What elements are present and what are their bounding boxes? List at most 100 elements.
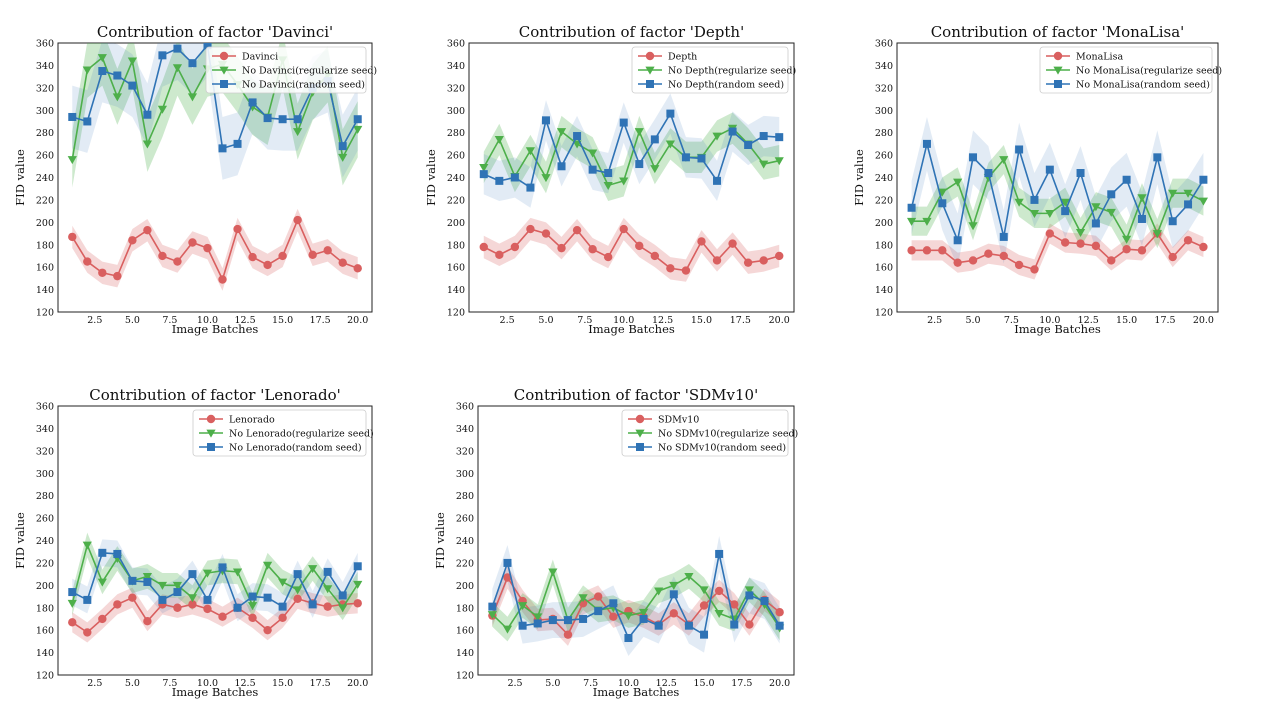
data-point-random	[775, 133, 784, 142]
data-point-random	[730, 620, 739, 629]
data-point-regularize	[744, 586, 754, 595]
legend-entry: No MonaLisa(regularize seed)	[1076, 66, 1222, 77]
data-point-random	[173, 44, 182, 53]
data-point-random	[681, 153, 690, 162]
y-tick-label: 180	[36, 240, 54, 251]
legend-entry: Depth	[668, 52, 697, 63]
data-point-base	[503, 573, 512, 582]
data-point-base	[1014, 260, 1024, 270]
x-tick-label: 20.0	[1193, 315, 1214, 326]
data-point-regularize	[142, 140, 152, 149]
confidence-band-random	[492, 536, 780, 656]
plot-frame	[477, 405, 795, 676]
y-tick-label: 320	[36, 446, 54, 457]
data-point-random	[619, 118, 628, 127]
data-point-base	[353, 599, 362, 608]
plot-frame	[468, 42, 795, 313]
x-tick-label: 10.0	[613, 315, 634, 326]
data-point-base	[353, 264, 362, 273]
y-tick-label: 340	[36, 424, 54, 435]
x-axis-label: Image Batches	[172, 685, 259, 699]
chart-title: Contribution of factor 'MonaLisa'	[931, 23, 1185, 41]
data-point-base	[278, 613, 287, 623]
data-point-random	[1137, 214, 1146, 223]
data-point-base	[323, 246, 332, 255]
data-point-base	[563, 630, 573, 639]
x-tick-label: 2.5	[507, 678, 522, 689]
data-point-random	[573, 132, 582, 141]
x-tick-label: 2.5	[87, 315, 102, 326]
y-tick-label: 280	[447, 128, 465, 139]
data-point-random	[650, 135, 659, 144]
data-point-random	[353, 562, 362, 571]
x-tick-label: 15.0	[1116, 315, 1137, 326]
data-point-base	[968, 256, 978, 265]
legend-swatch-marker	[1054, 80, 1062, 88]
y-tick-label: 160	[36, 263, 54, 274]
data-point-regularize	[953, 178, 963, 187]
data-point-random	[1107, 190, 1116, 199]
data-point-base	[619, 224, 628, 234]
data-point-regularize	[968, 222, 978, 231]
x-tick-label: 17.5	[310, 678, 331, 689]
data-point-random	[697, 154, 706, 163]
y-tick-label: 340	[447, 61, 465, 72]
data-point-base	[173, 603, 182, 612]
data-point-random	[518, 621, 527, 630]
data-point-random	[98, 67, 107, 76]
x-tick-label: 17.5	[310, 315, 331, 326]
legend-swatch-marker	[646, 80, 654, 88]
data-point-random	[503, 558, 512, 567]
data-point-base	[603, 252, 613, 262]
y-tick-label: 300	[875, 106, 893, 117]
data-point-regularize	[487, 611, 497, 620]
data-point-regularize	[714, 609, 724, 618]
data-point-base	[541, 229, 551, 238]
y-tick-label: 140	[456, 648, 474, 659]
legend-swatch-marker	[206, 414, 216, 424]
legend-swatch-marker	[1053, 66, 1063, 75]
y-axis-label: FID value	[13, 512, 27, 569]
data-point-base	[666, 264, 675, 273]
data-point-base	[922, 246, 932, 255]
x-tick-label: 17.5	[1154, 315, 1175, 326]
legend-entry: No Davinci(random seed)	[242, 80, 365, 91]
x-tick-label: 20.0	[769, 315, 790, 326]
data-point-random	[188, 570, 197, 579]
x-tick-label: 20.0	[769, 678, 790, 689]
x-tick-label: 10.0	[618, 678, 639, 689]
data-point-random	[609, 599, 618, 608]
data-point-base	[263, 260, 272, 270]
x-tick-label: 7.5	[583, 678, 598, 689]
data-point-base	[188, 600, 197, 609]
data-point-regularize	[187, 93, 198, 102]
y-tick-label: 340	[875, 61, 893, 72]
data-point-base	[233, 224, 242, 234]
legend-entry: No Davinci(regularize seed)	[242, 66, 377, 77]
data-point-random	[68, 588, 77, 597]
x-tick-label: 12.5	[652, 315, 673, 326]
chart-panel-1: Contribution of factor 'Davinci' 120 140 16…	[13, 23, 377, 336]
data-point-base	[681, 266, 691, 275]
legend-box	[631, 46, 789, 94]
data-point-regularize	[353, 580, 363, 589]
data-point-base	[143, 617, 152, 626]
y-tick-label: 140	[36, 648, 54, 659]
x-tick-label: 20.0	[347, 315, 368, 326]
data-point-random	[143, 577, 152, 586]
data-point-regularize	[937, 188, 947, 197]
y-tick-label: 240	[456, 536, 474, 547]
data-point-base	[188, 238, 197, 247]
data-point-regularize	[1106, 208, 1116, 217]
data-point-regularize	[247, 602, 258, 611]
data-point-regularize	[278, 578, 288, 587]
data-point-random	[594, 607, 603, 616]
confidence-band-base	[483, 217, 780, 282]
x-tick-label: 5.0	[538, 315, 553, 326]
data-point-regularize	[293, 128, 303, 137]
x-tick-label: 2.5	[87, 678, 102, 689]
legend-entry: No SDMv10(regularize seed)	[658, 429, 798, 440]
data-point-random	[700, 630, 709, 639]
y-tick-label: 160	[447, 263, 465, 274]
y-tick-label: 300	[36, 106, 54, 117]
